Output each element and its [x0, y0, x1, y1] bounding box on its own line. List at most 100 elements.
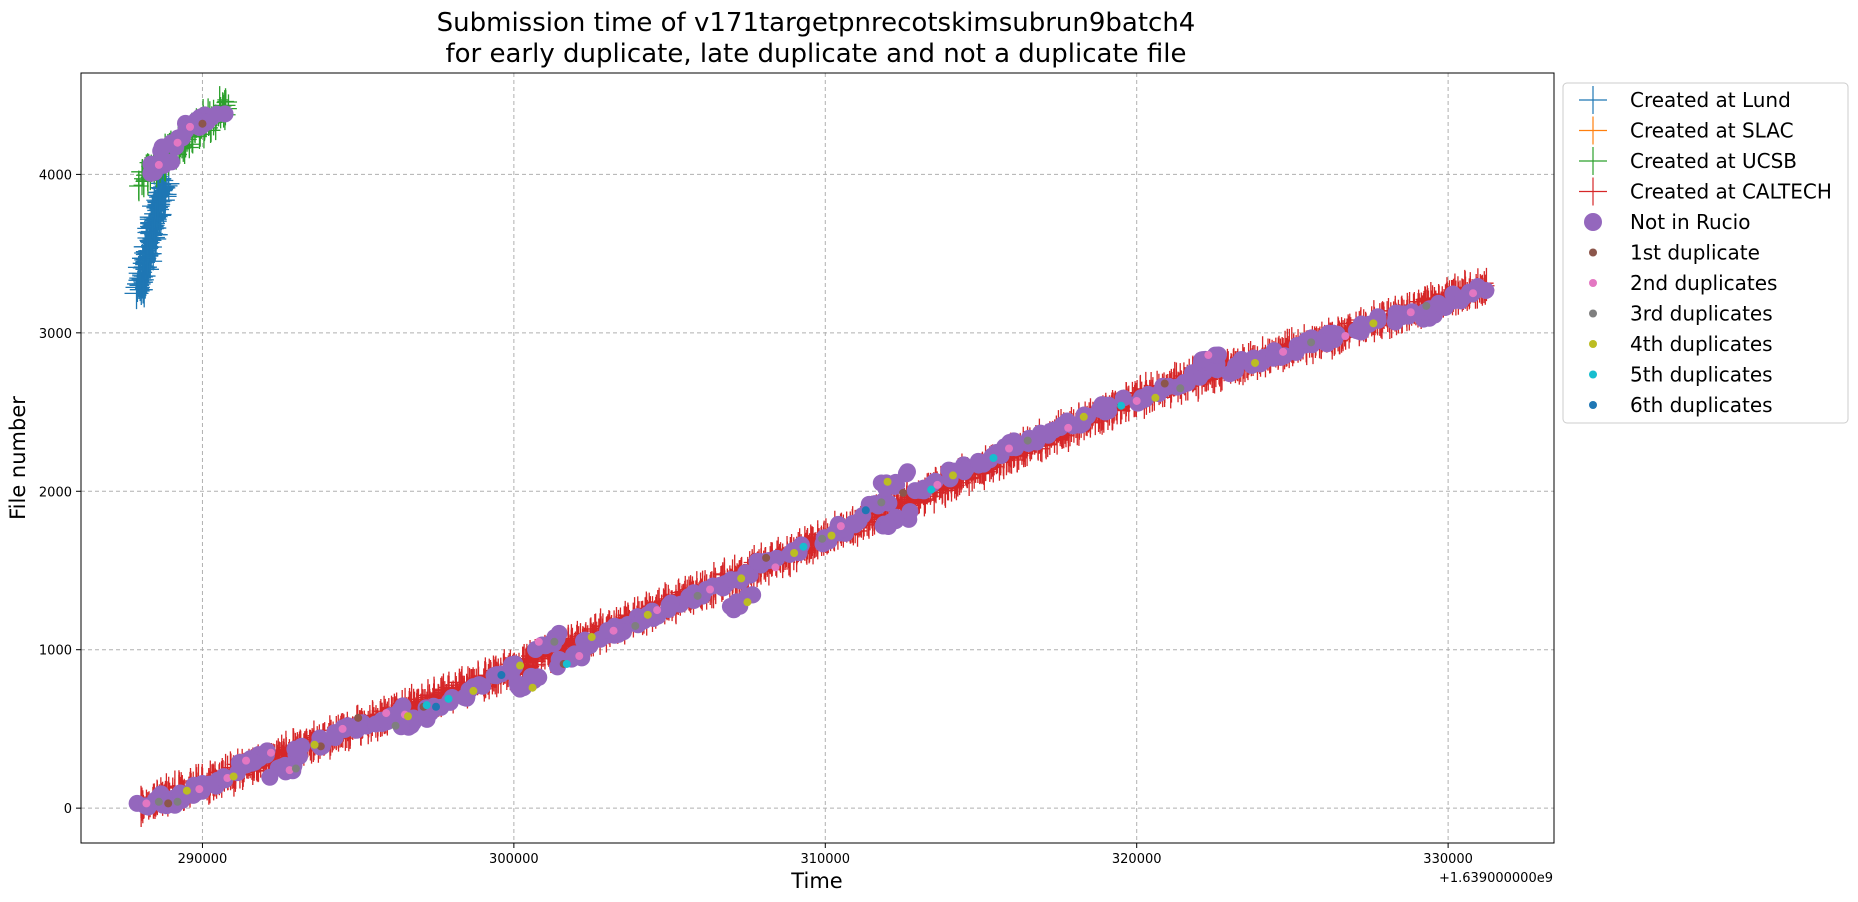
legend-marker [1589, 279, 1597, 287]
not-in-rucio-point [897, 465, 915, 483]
duplicate-point [242, 756, 251, 765]
chart-title-line-2: for early duplicate, late duplicate and … [445, 39, 1186, 69]
not-in-rucio-point [660, 601, 678, 619]
y-tick-label: 3000 [39, 327, 72, 342]
not-in-rucio-point [142, 155, 160, 173]
x-axis: 290000 300000 310000 320000 330000 [178, 843, 1473, 867]
not-in-rucio-point [1093, 398, 1111, 416]
not-in-rucio-point [1436, 298, 1454, 316]
not-in-rucio-point [955, 463, 973, 481]
legend-marker [1589, 401, 1597, 409]
duplicate-point [444, 694, 453, 703]
duplicate-point [198, 119, 207, 128]
duplicate-point [285, 766, 294, 775]
not-in-rucio-point [529, 668, 547, 686]
duplicate-point [861, 506, 870, 515]
duplicate-point [771, 563, 780, 572]
duplicate-point [609, 626, 618, 635]
legend-label: 1st duplicate [1630, 241, 1760, 265]
legend-label: 4th duplicates [1630, 332, 1773, 356]
legend-marker [1589, 340, 1597, 348]
not-in-rucio-point [261, 768, 279, 786]
duplicate-point [883, 477, 892, 486]
duplicate-point [562, 659, 571, 668]
duplicate-point [1279, 347, 1288, 356]
not-in-rucio-point [1316, 333, 1334, 351]
duplicate-point [1369, 319, 1378, 328]
not-in-rucio-point [901, 503, 919, 521]
plus-marker [147, 190, 164, 219]
duplicate-point [706, 585, 715, 594]
not-in-rucio-point [1454, 289, 1472, 307]
duplicate-point [587, 633, 596, 642]
duplicate-point [403, 712, 412, 721]
duplicate-point [182, 786, 191, 795]
legend-marker [1579, 147, 1607, 175]
duplicate-point [1307, 338, 1316, 347]
not-in-rucio-point [286, 740, 304, 758]
series-created-at-lund [124, 157, 180, 310]
duplicate-point [631, 621, 640, 630]
duplicate-point [836, 522, 845, 531]
not-in-rucio-point [1387, 309, 1405, 327]
series-5th-duplicates [422, 401, 1126, 710]
duplicate-point [948, 471, 957, 480]
legend-marker [1589, 248, 1597, 257]
duplicate-point [291, 764, 300, 773]
duplicate-point [550, 637, 559, 646]
not-in-rucio-point [748, 552, 766, 570]
duplicate-point [223, 774, 232, 783]
legend-label: Created at UCSB [1630, 149, 1797, 173]
not-in-rucio-point [201, 775, 219, 793]
duplicate-point [1023, 436, 1032, 445]
not-in-rucio-point [1009, 435, 1027, 453]
duplicate-point [173, 138, 182, 147]
duplicate-point [743, 598, 752, 607]
duplicate-point [575, 652, 584, 661]
duplicate-point [382, 709, 391, 718]
x-tick-label: 310000 [800, 852, 850, 867]
duplicate-point [316, 742, 325, 751]
legend-marker [1589, 309, 1597, 318]
not-in-rucio-point [216, 105, 234, 123]
series-2nd-duplicates [142, 122, 1478, 808]
duplicate-point [1151, 393, 1160, 402]
duplicate-point [534, 637, 543, 646]
not-in-rucio-point [153, 138, 171, 156]
series-4th-duplicates [182, 319, 1378, 795]
duplicate-point [173, 797, 182, 806]
x-axis-offset-label: +1.639000000e9 [1439, 871, 1553, 886]
x-tick-label: 330000 [1423, 852, 1473, 867]
legend-label: Created at CALTECH [1630, 180, 1832, 204]
duplicate-point [899, 488, 908, 497]
duplicate-point [142, 799, 151, 808]
not-in-rucio-point [394, 697, 412, 715]
not-in-rucio-point [879, 518, 897, 536]
x-tick-label: 290000 [178, 852, 228, 867]
duplicate-point [1176, 384, 1185, 393]
legend-label: 3rd duplicates [1630, 302, 1773, 326]
series-6th-duplicates [432, 506, 870, 711]
duplicate-point [516, 661, 525, 670]
duplicate-point [338, 724, 347, 733]
duplicate-point [799, 542, 808, 551]
duplicate-point [933, 480, 942, 489]
plot-area [124, 86, 1495, 827]
legend-label: 2nd duplicates [1630, 271, 1777, 295]
duplicate-point [927, 485, 936, 494]
legend-label: Created at Lund [1630, 88, 1791, 112]
legend-box [1562, 82, 1849, 424]
y-axis: 0 1000 2000 3000 4000 [39, 168, 81, 817]
duplicate-point [154, 797, 163, 806]
duplicate-point [1005, 444, 1014, 453]
legend: Created at Lund Created at SLAC Created at… [1562, 82, 1849, 424]
duplicate-point [1469, 289, 1478, 298]
series-3rd-duplicates [154, 301, 1431, 806]
duplicate-point [643, 610, 652, 619]
duplicate-point [1422, 301, 1431, 310]
not-in-rucio-point [880, 494, 898, 512]
duplicate-point [1117, 401, 1126, 410]
duplicate-point [229, 772, 238, 781]
y-tick-label: 0 [64, 802, 72, 817]
